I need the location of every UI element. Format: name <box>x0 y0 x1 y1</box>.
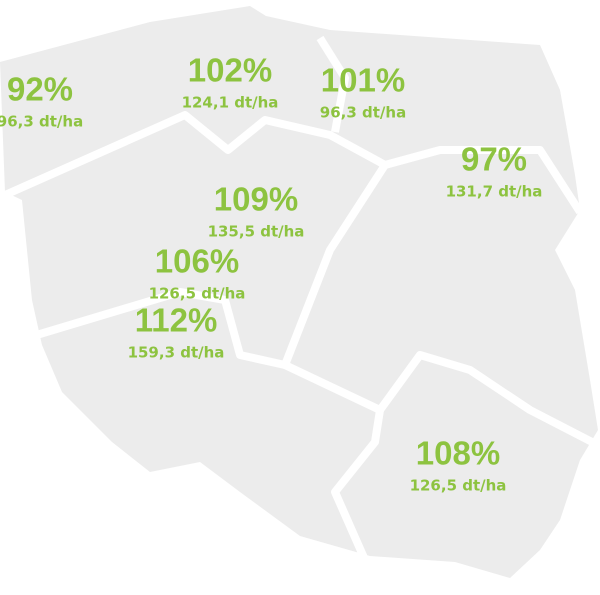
region-percent: 102% <box>188 52 272 89</box>
region-percent: 108% <box>416 435 500 472</box>
region-yield: 124,1 dt/ha <box>182 94 279 112</box>
border <box>316 35 349 133</box>
region-borders <box>3 35 594 562</box>
border <box>3 111 584 215</box>
border <box>376 351 594 446</box>
region-percent: 109% <box>214 181 298 218</box>
region-yield: 135,5 dt/ha <box>208 223 305 241</box>
region-yield: 96,3 dt/ha <box>320 104 406 122</box>
region-yield: 96,3 dt/ha <box>0 113 83 131</box>
region-yield: 131,7 dt/ha <box>446 183 543 201</box>
border <box>283 361 384 562</box>
country-shape <box>0 6 598 578</box>
region-percent: 97% <box>461 141 527 178</box>
region-yield: 159,3 dt/ha <box>128 344 225 362</box>
region-percent: 92% <box>7 71 73 108</box>
region-percent: 112% <box>135 302 218 339</box>
region-percent: 106% <box>155 243 239 280</box>
region-percent: 101% <box>321 62 405 99</box>
labels: 92% 96,3 dt/ha 102% 124,1 dt/ha 101% 96,3 dt/… <box>0 52 542 495</box>
border <box>28 162 389 369</box>
region-yield: 126,5 dt/ha <box>149 285 246 303</box>
region-yield: 126,5 dt/ha <box>410 477 507 495</box>
